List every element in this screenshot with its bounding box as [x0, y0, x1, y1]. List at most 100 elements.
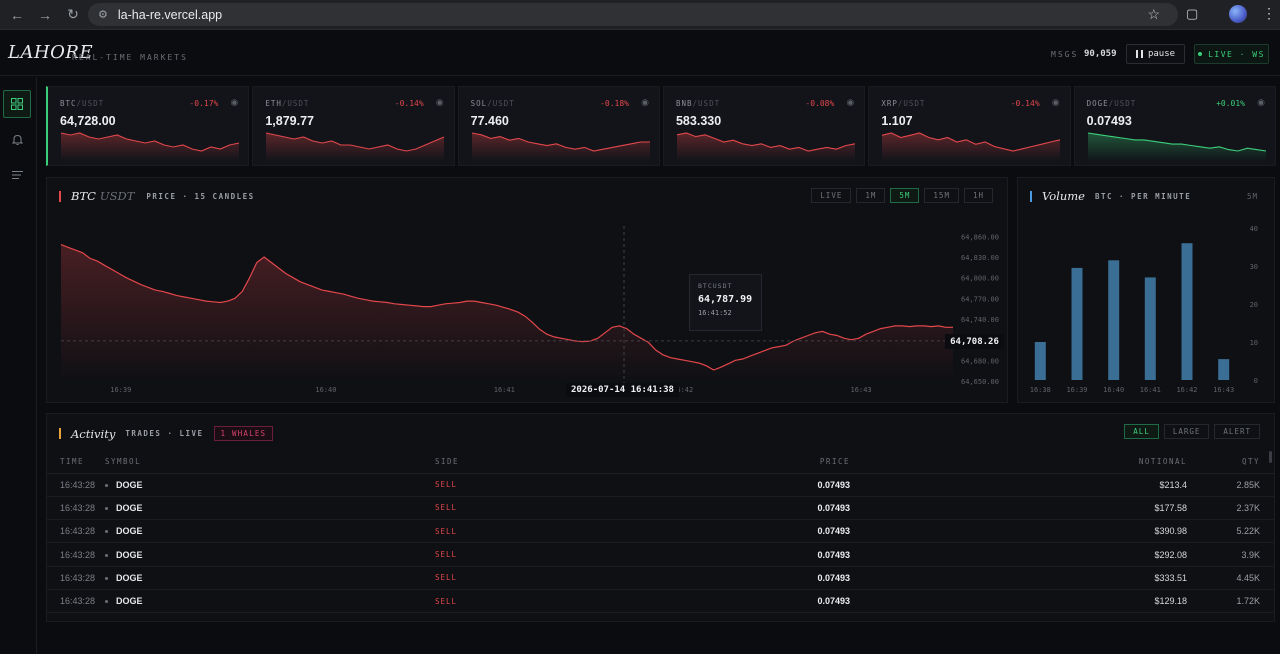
trades-table: TIME SYMBOL SIDE PRICE NOTIONAL QTY 16:4… — [47, 451, 1274, 614]
volume-bar[interactable] — [1071, 267, 1083, 380]
volume-bar[interactable] — [1218, 359, 1230, 380]
ticker-base: SOL — [470, 99, 488, 108]
trade-symbol-cell: DOGE — [105, 496, 435, 521]
price-x-tick: 16:42 — [672, 386, 693, 394]
eye-icon[interactable]: ◉ — [1051, 97, 1060, 107]
eye-icon[interactable]: ◉ — [230, 97, 239, 107]
symbol-dot-icon — [105, 553, 108, 557]
whales-badge[interactable]: 1 WHALES — [213, 426, 274, 441]
ticker-card-btc[interactable]: BTC/USDT -0.17% ◉ 64,728.00 — [46, 86, 250, 166]
trade-price: 0.07493 — [675, 589, 850, 614]
site-settings-icon[interactable]: ⚙ — [98, 9, 108, 21]
timeframe-15m[interactable]: 15M — [924, 188, 959, 203]
trade-row[interactable]: 16:43:28 DOGE SELL 0.07493 $213.4 2.85K — [47, 473, 1274, 497]
symbol-dot-icon — [105, 600, 108, 604]
trade-row[interactable]: 16:43:28 DOGE SELL 0.07493 $390.98 5.22K — [47, 519, 1274, 544]
trade-row[interactable]: 16:43:28 DOGE SELL 0.07493 $129.18 1.72K — [47, 589, 1274, 614]
timeframe-1m[interactable]: 1M — [856, 188, 886, 203]
symbol-dot-icon — [105, 530, 108, 534]
trade-row[interactable]: 16:43:28 DOGE SELL 0.07493 $333.51 4.45K — [47, 566, 1274, 590]
trade-row[interactable]: 16:43:28 DOGE SELL 0.07493 $292.08 3.9K — [47, 542, 1274, 567]
ticker-quote: /USDT — [487, 99, 515, 108]
ticker-card-bnb[interactable]: BNB/USDT -0.08% ◉ 583.330 — [662, 86, 866, 166]
col-symbol[interactable]: SYMBOL — [105, 451, 435, 474]
tooltip-symbol: BTCUSDT — [698, 282, 733, 290]
msgs-label: MSGS — [1051, 50, 1079, 59]
col-side[interactable]: SIDE — [435, 451, 675, 474]
timeframe-5m[interactable]: 5M — [890, 188, 920, 203]
timeframe-live[interactable]: LIVE — [811, 188, 852, 203]
price-y-tick: 64,770.00 — [961, 295, 999, 303]
price-y-tick: 64,800.00 — [961, 275, 999, 283]
trade-symbol-cell: DOGE — [105, 589, 435, 614]
forward-icon[interactable]: → — [38, 6, 52, 23]
trade-price: 0.07493 — [675, 473, 850, 497]
trade-qty: 3.9K — [1187, 542, 1274, 567]
trades-header-row: TIME SYMBOL SIDE PRICE NOTIONAL QTY — [47, 451, 1274, 474]
ticker-base: BNB — [675, 99, 693, 108]
trade-price: 0.07493 — [675, 566, 850, 590]
volume-bar[interactable] — [1034, 342, 1046, 380]
trade-symbol-cell: DOGE — [105, 519, 435, 544]
col-time[interactable]: TIME — [47, 451, 105, 474]
col-price[interactable]: PRICE — [675, 451, 850, 474]
pause-button[interactable]: pause — [1126, 44, 1185, 64]
volume-x-tick: 16:41 — [1140, 386, 1161, 394]
eye-icon[interactable]: ◉ — [1257, 97, 1265, 107]
trade-qty: 2.37K — [1187, 496, 1274, 521]
volume-bar[interactable] — [1181, 243, 1193, 380]
eye-icon[interactable]: ◉ — [846, 97, 855, 107]
browser-toolbar: ← → ↻ ⚙ la-ha-re.vercel.app ☆ ▢ ⋮ — [0, 0, 1280, 30]
ticker-change: +0.01% — [1216, 99, 1245, 108]
ticker-sparkline — [60, 132, 240, 161]
volume-bar[interactable] — [1108, 260, 1120, 380]
bookmark-star-icon[interactable]: ☆ — [1147, 6, 1160, 22]
reload-icon[interactable]: ↻ — [67, 6, 79, 22]
filter-large[interactable]: LARGE — [1163, 424, 1210, 439]
col-qty[interactable]: QTY — [1187, 451, 1274, 474]
col-notional[interactable]: NOTIONAL — [850, 451, 1187, 474]
price-y-tick: 64,830.00 — [961, 254, 999, 262]
tooltip-time: 16:41:52 — [698, 309, 732, 317]
back-icon[interactable]: ← — [10, 6, 24, 23]
browser-menu-icon[interactable]: ⋮ — [1262, 5, 1276, 21]
filter-alert[interactable]: ALERT — [1214, 424, 1260, 439]
symbol-dot-icon — [105, 483, 108, 487]
trade-row[interactable]: 16:43:28 DOGE SELL 0.07493 $177.58 2.37K — [47, 496, 1274, 521]
ticker-card-xrp[interactable]: XRP/USDT -0.14% ◉ 1.107 — [868, 86, 1071, 166]
app-tagline: REAL-TIME MARKETS — [72, 53, 188, 62]
price-title-quote: USDT — [99, 189, 135, 203]
volume-panel: Volume BTC · PER MINUTE 5M 40 30 20 10 0 16:3… — [1017, 177, 1275, 403]
trade-notional: $390.98 — [850, 519, 1187, 544]
ticker-change: -0.14% — [1010, 99, 1040, 108]
address-bar[interactable]: ⚙ la-ha-re.vercel.app ☆ — [88, 3, 1178, 26]
table-scrollbar[interactable] — [1269, 451, 1272, 463]
volume-timeframe[interactable]: 5M — [1246, 192, 1258, 201]
eye-icon[interactable]: ◉ — [641, 97, 649, 107]
dashboard-grid-icon[interactable] — [3, 90, 31, 118]
ticker-card-sol[interactable]: SOL/USDT -0.18% ◉ 77.460 — [457, 86, 660, 166]
price-tooltip: BTCUSDT 64,787.99 16:41:52 — [689, 274, 762, 331]
filter-all[interactable]: ALL — [1124, 424, 1159, 439]
extensions-icon[interactable]: ▢ — [1186, 6, 1199, 21]
ticker-price: 1,879.77 — [265, 114, 314, 128]
price-y-tick: 64,740.00 — [961, 316, 999, 324]
volume-bar[interactable] — [1144, 277, 1156, 380]
eye-icon[interactable]: ◉ — [435, 97, 444, 107]
price-chart[interactable]: 64,860.00 64,830.00 64,800.00 64,770.00 64,7… — [47, 178, 1009, 404]
ticker-symbol: ETH/USDT — [265, 99, 309, 108]
ticker-card-doge[interactable]: DOGE/USDT +0.01% ◉ 0.07493 — [1073, 86, 1276, 166]
profile-avatar[interactable] — [1229, 5, 1247, 23]
price-x-tick: 16:43 — [851, 386, 872, 394]
bell-icon[interactable] — [3, 126, 31, 154]
trade-time: 16:43:28 — [47, 542, 105, 567]
sparkline-line — [266, 132, 445, 152]
ticker-change: -0.08% — [805, 99, 835, 108]
list-icon[interactable] — [3, 161, 31, 189]
ticker-quote: /USDT — [76, 99, 105, 108]
ticker-symbol: SOL/USDT — [471, 99, 515, 108]
sparkline-area — [676, 133, 855, 161]
timeframe-1h[interactable]: 1H — [963, 188, 993, 203]
ticker-card-eth[interactable]: ETH/USDT -0.14% ◉ 1,879.77 — [252, 86, 455, 166]
trade-notional: $213.4 — [850, 473, 1187, 497]
